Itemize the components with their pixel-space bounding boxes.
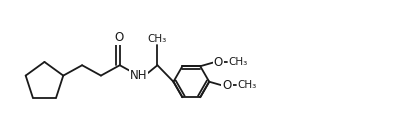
Text: CH₃: CH₃ [229,57,248,67]
Text: NH: NH [130,69,148,82]
Text: O: O [214,56,223,69]
Text: O: O [222,79,232,92]
Text: CH₃: CH₃ [237,80,257,91]
Text: CH₃: CH₃ [148,34,167,44]
Text: O: O [114,31,123,44]
